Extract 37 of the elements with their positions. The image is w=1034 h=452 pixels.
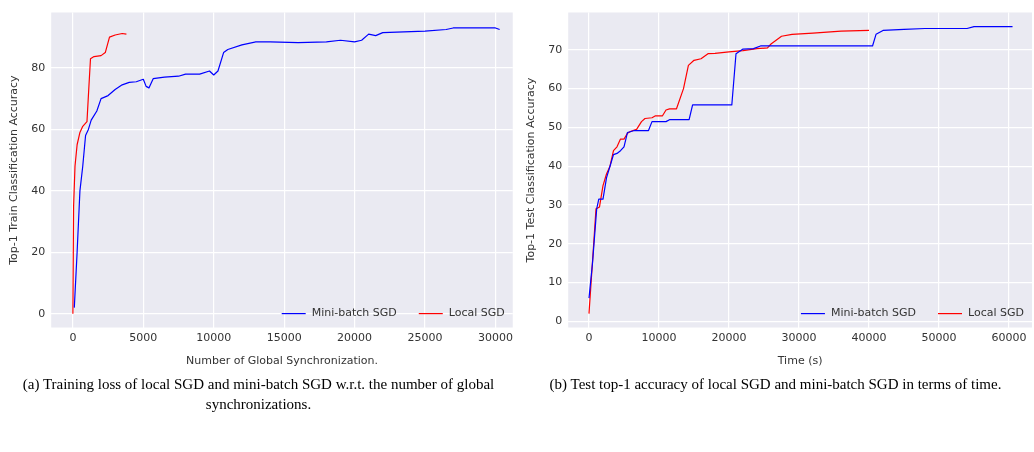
y-tick-label: 30 [548, 197, 563, 211]
x-tick-label: 5000 [129, 331, 158, 345]
x-tick-label: 20000 [711, 331, 747, 345]
y-tick-label: 50 [548, 120, 563, 134]
legend-label: Local SGD [448, 306, 505, 320]
text: (b) Test top-1 accuracy of local SGD and mini-batch SGD in terms of time. [548, 375, 1003, 394]
x-tick-label: 0 [69, 331, 77, 345]
legend-label: Local SGD [968, 306, 1024, 320]
legend-label: Mini-batch SGD [311, 306, 397, 320]
y-tick-label: 40 [548, 159, 563, 173]
x-axis-title: Number of Global Synchronization. [185, 354, 378, 368]
y-tick-label: 20 [31, 245, 46, 259]
x-tick-label: 30000 [781, 331, 817, 345]
y-tick-label: 10 [548, 275, 563, 289]
x-tick-label: 30000 [477, 331, 513, 345]
y-tick-label: 0 [38, 306, 46, 320]
x-tick-label: 0 [585, 331, 593, 345]
x-tick-label: 50000 [921, 331, 957, 345]
y-tick-label: 20 [548, 236, 563, 250]
x-tick-label: 10000 [641, 331, 677, 345]
text: (a) Training loss of local SGD and mini-batch SGD w.r.t. the number of global synchronizations. [21, 375, 496, 414]
y-tick-label: 60 [548, 81, 563, 95]
x-tick-label: 10000 [196, 331, 232, 345]
y-axis-title: Top-1 Train Classification Accuracy [7, 74, 21, 266]
y-tick-label: 70 [548, 42, 563, 56]
x-axis-title: Time (s) [776, 354, 823, 368]
y-tick-label: 0 [555, 314, 563, 328]
x-tick-label: 60000 [991, 331, 1027, 345]
legend-label: Mini-batch SGD [830, 306, 917, 320]
y-tick-label: 80 [31, 60, 46, 74]
y-axis-title: Top-1 Test Classification Accuracy [524, 77, 538, 264]
x-tick-label: 40000 [851, 331, 887, 345]
y-tick-label: 60 [31, 122, 46, 136]
x-tick-label: 20000 [337, 331, 373, 345]
y-tick-label: 40 [31, 183, 46, 197]
x-tick-label: 25000 [407, 331, 443, 345]
x-tick-label: 15000 [266, 331, 302, 345]
